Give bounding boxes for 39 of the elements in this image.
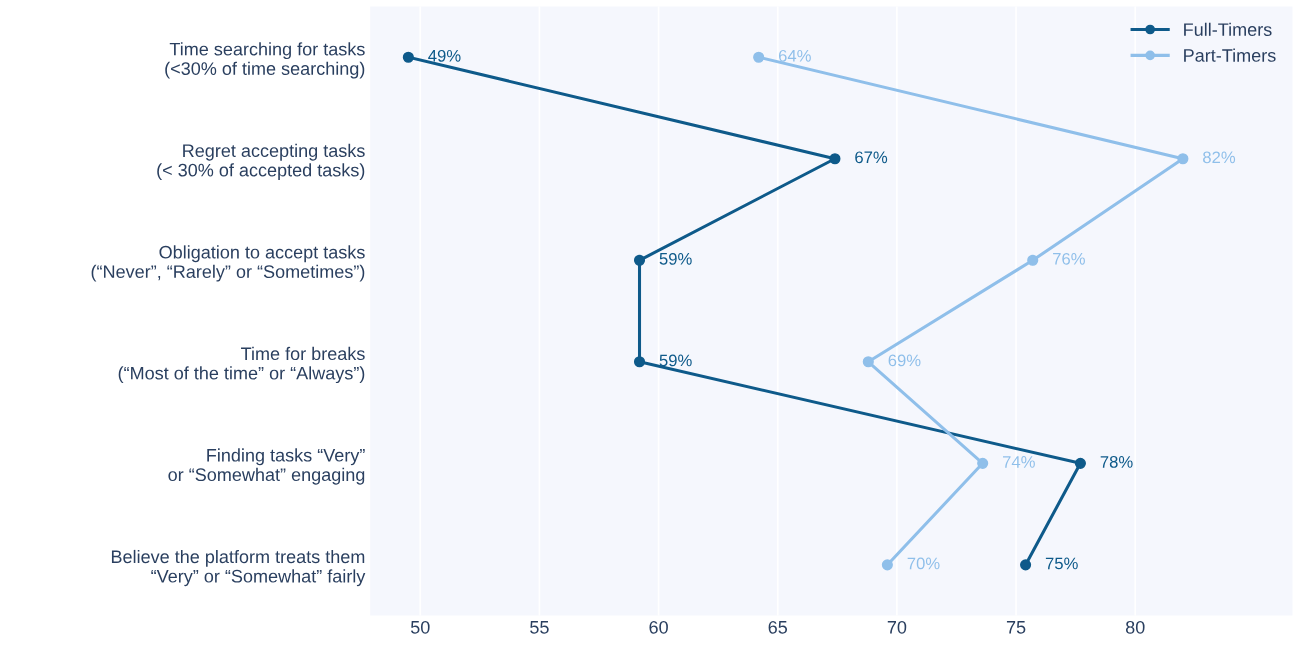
point — [829, 153, 841, 165]
y-tick-label: Finding tasks “Very” or “Somewhat” engaging — [168, 448, 365, 485]
data-label: 74% — [1002, 456, 1035, 468]
point — [753, 51, 765, 63]
x-tick-label: 65 — [768, 620, 788, 634]
point — [862, 356, 874, 368]
legend-label: Part-Timers — [1184, 48, 1276, 62]
point — [633, 254, 646, 266]
y-tick-label: Believe the platform treats them “Very” or “Somewhat” fairly — [111, 549, 366, 587]
y-tick-label: Regret accepting tasks (< 30% of accepted tasks) — [157, 143, 365, 181]
point — [1177, 153, 1189, 165]
data-label: 76% — [1053, 252, 1085, 265]
x-tick-label: 50 — [410, 620, 430, 634]
y-tick-label: Obligation to accept tasks (“Never”, “Rarely” or “Sometimes”) — [91, 245, 365, 282]
y-tick-label: Time searching for tasks (<30% of time searching) — [165, 42, 365, 79]
data-label: 49% — [428, 49, 461, 62]
x-tick-label: 80 — [1125, 620, 1145, 634]
point — [633, 356, 646, 368]
data-label: 59% — [659, 354, 692, 367]
point — [977, 457, 989, 469]
x-tick-label: 70 — [887, 620, 907, 634]
y-tick-label: Time for breaks (“Most of the time” or “Always”) — [118, 346, 365, 384]
point — [881, 559, 893, 571]
data-label: 67% — [855, 151, 888, 164]
data-label: 70% — [907, 557, 940, 570]
x-tick-label: 55 — [530, 621, 549, 634]
point — [1027, 254, 1039, 266]
point — [1074, 457, 1086, 469]
data-label: 78% — [1100, 455, 1133, 468]
data-label: 82% — [1203, 151, 1236, 164]
data-label: 59% — [659, 252, 692, 265]
legend-label: Full-Timers — [1184, 22, 1272, 36]
x-tick-label: 60 — [649, 620, 668, 634]
point — [1020, 559, 1032, 571]
x-tick-label: 75 — [1006, 621, 1026, 634]
data-label: 75% — [1045, 557, 1078, 570]
point — [402, 51, 414, 63]
data-label: 69% — [888, 354, 921, 367]
data-label: 64% — [778, 49, 811, 62]
